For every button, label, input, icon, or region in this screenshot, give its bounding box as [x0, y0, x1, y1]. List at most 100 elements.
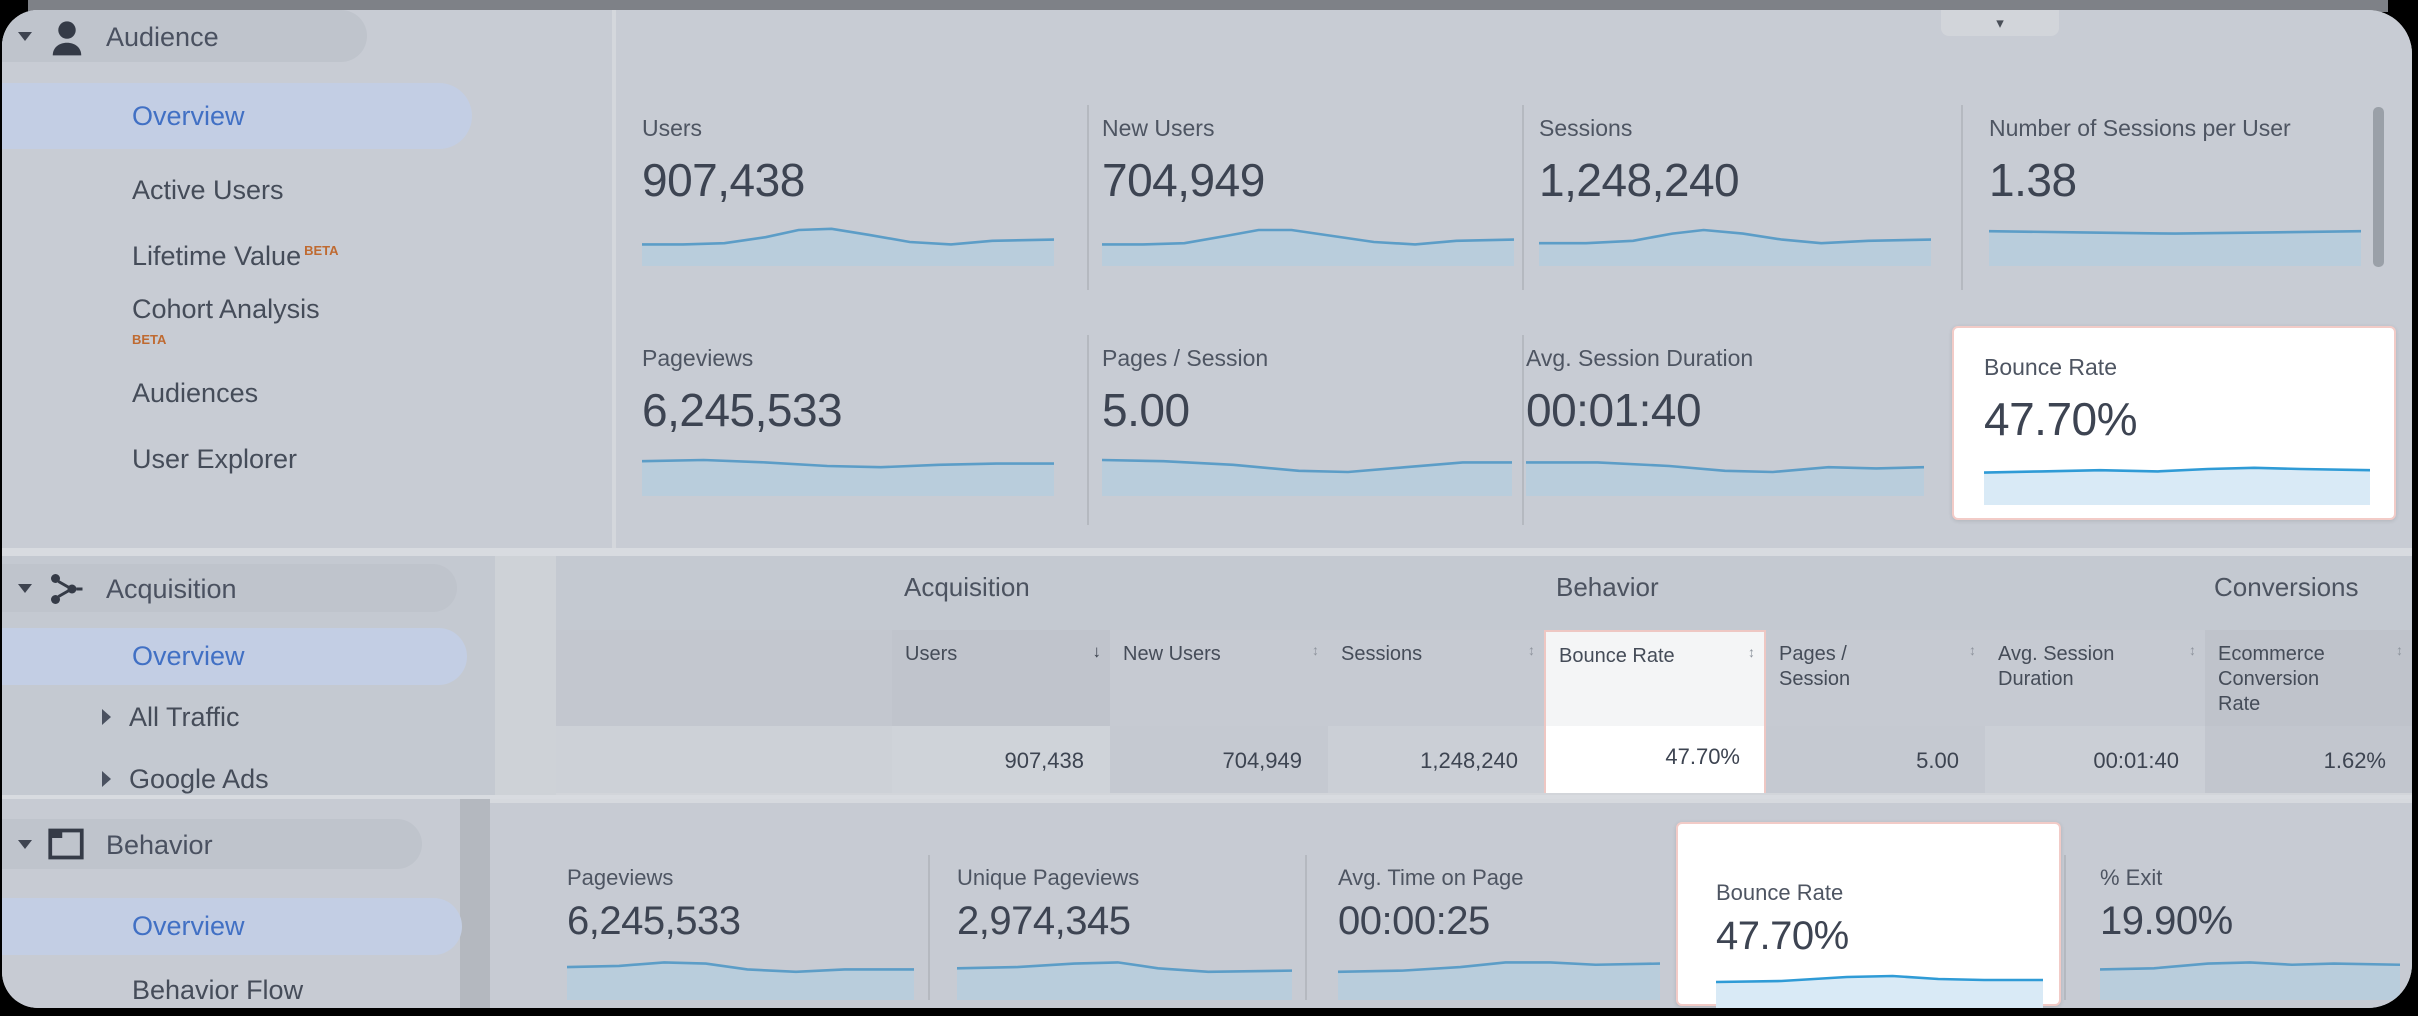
metric-card-bounce-rate-highlighted[interactable]: Bounce Rate 47.70%	[1676, 822, 2061, 1008]
table-left-margin	[495, 556, 556, 795]
metric-label: Avg. Time on Page	[1338, 865, 1524, 890]
column-header-avg-session-duration[interactable]: Avg. Session Duration ↕	[1985, 630, 2205, 726]
metric-card-avg-time-on-page[interactable]: Avg. Time on Page 00:00:25	[1338, 865, 1660, 1000]
person-icon	[52, 21, 82, 56]
date-range-dropdown[interactable]: ▾	[1941, 10, 2059, 36]
sidebar-section-label: Audience	[106, 22, 219, 52]
background-window-edge	[28, 0, 2388, 12]
sort-icon: ↕	[1312, 642, 1319, 658]
metric-label: % Exit	[2100, 865, 2163, 890]
vertical-scrollbar[interactable]	[2373, 107, 2384, 267]
metric-card-bounce-rate-highlighted[interactable]: Bounce Rate 47.70%	[1952, 326, 2396, 520]
metric-value: 704,949	[1102, 154, 1265, 206]
sort-icon: ↓	[1092, 642, 1102, 661]
column-header-ecommerce-conversion-rate[interactable]: Ecommerce Conversion Rate ↕	[2205, 630, 2412, 726]
sidebar-item-all-traffic[interactable]: All Traffic	[102, 702, 240, 733]
expand-caret-icon	[102, 771, 111, 787]
column-header-sessions[interactable]: Sessions ↕	[1328, 630, 1544, 726]
sidebar-item-audiences[interactable]: Audiences	[132, 378, 258, 409]
behavior-overview-band: Behavior Overview Behavior Flow Pageview…	[2, 799, 2412, 1008]
sparkline	[642, 448, 1054, 496]
metric-card-pageviews[interactable]: Pageviews 6,245,533	[567, 865, 914, 1000]
sidebar-item-label: Overview	[132, 641, 245, 671]
metric-label: Bounce Rate	[1716, 880, 1844, 905]
card-divider	[1961, 105, 1963, 290]
sort-icon: ↕	[2396, 642, 2403, 658]
metric-card-sessions-per-user[interactable]: Number of Sessions per User 1.38	[1989, 115, 2361, 266]
column-header-new-users[interactable]: New Users ↕	[1110, 630, 1328, 726]
sidebar-item-label: User Explorer	[132, 444, 298, 474]
card-divider	[1522, 105, 1524, 290]
card-divider	[1087, 335, 1089, 525]
metric-label: Unique Pageviews	[957, 865, 1140, 890]
sidebar-item-acquisition-overview[interactable]: Overview	[2, 628, 467, 685]
metric-label: Number of Sessions per User	[1989, 115, 2291, 141]
sidebar-item-behavior-flow[interactable]: Behavior Flow	[132, 975, 303, 1006]
behavior-icon	[48, 828, 84, 860]
sidebar-item-label: Behavior Flow	[132, 975, 304, 1005]
sidebar-item-label: Overview	[132, 100, 245, 131]
metric-label: Pages / Session	[1102, 345, 1269, 371]
metric-value: 907,438	[642, 154, 805, 206]
card-divider	[1522, 335, 1524, 525]
bounce-rate-column-highlighted[interactable]: Bounce Rate ↕ 47.70%	[1544, 630, 1766, 799]
metric-card-sessions[interactable]: Sessions 1,248,240	[1539, 115, 1931, 266]
metric-label: Bounce Rate	[1984, 354, 2117, 380]
sidebar-item-label: Lifetime Value	[132, 241, 302, 271]
sidebar-section-behavior[interactable]: Behavior	[2, 819, 422, 869]
collapse-caret-icon	[18, 32, 32, 41]
column-header-bounce-rate[interactable]: Bounce Rate ↕	[1546, 632, 1764, 726]
metric-card-pages-per-session[interactable]: Pages / Session 5.00	[1102, 345, 1512, 496]
sidebar-item-label: Cohort Analysis	[132, 294, 320, 324]
acquisition-icon	[51, 574, 83, 604]
card-divider	[1087, 105, 1089, 290]
sort-icon: ↕	[1969, 642, 1976, 658]
sidebar-item-google-ads[interactable]: Google Ads	[102, 764, 269, 795]
sidebar-item-label: Active Users	[132, 175, 284, 205]
sidebar-item-audience-overview[interactable]: Overview	[2, 83, 472, 149]
panel-gutter	[460, 799, 490, 1008]
sidebar-section-audience[interactable]: Audience	[2, 10, 367, 62]
panel-divider	[612, 10, 616, 548]
column-header-pages-session[interactable]: Pages / Session ↕	[1766, 630, 1985, 726]
card-divider	[1305, 855, 1307, 1000]
sparkline	[1526, 448, 1924, 496]
metric-value: 00:01:40	[1526, 384, 1702, 436]
collapse-caret-icon	[18, 840, 32, 849]
metric-value: 6,245,533	[642, 384, 843, 436]
metric-card-pageviews[interactable]: Pageviews 6,245,533	[642, 345, 1054, 496]
metric-value: 6,245,533	[567, 899, 741, 943]
sidebar-item-behavior-overview[interactable]: Overview	[2, 898, 462, 955]
sidebar-item-lifetime-value[interactable]: Lifetime Value BETA	[132, 241, 339, 272]
sidebar-item-user-explorer[interactable]: User Explorer	[132, 444, 297, 475]
metric-card-avg-session-duration[interactable]: Avg. Session Duration 00:01:40	[1526, 345, 1924, 496]
table-cell-sessions: 1,248,240	[1328, 726, 1544, 793]
panel-top-edge	[490, 799, 2412, 803]
card-divider	[2064, 855, 2066, 1000]
band-seam	[2, 795, 2412, 799]
sidebar-item-cohort-analysis[interactable]: Cohort Analysis	[132, 294, 320, 325]
sidebar-item-active-users[interactable]: Active Users	[132, 175, 284, 206]
sidebar-section-label: Behavior	[106, 830, 213, 860]
metric-card-percent-exit[interactable]: % Exit 19.90%	[2100, 865, 2400, 1000]
sparkline	[1102, 448, 1512, 496]
metric-card-users[interactable]: Users 907,438	[642, 115, 1054, 266]
sidebar-item-label: All Traffic	[129, 702, 240, 732]
sparkline	[1539, 218, 1931, 266]
sparkline	[957, 953, 1292, 1000]
column-header-users[interactable]: Users ↓	[892, 630, 1110, 726]
table-group-behavior: Behavior	[1556, 572, 1659, 602]
metric-card-new-users[interactable]: New Users 704,949	[1102, 115, 1514, 266]
sort-icon: ↕	[2189, 642, 2196, 658]
collapse-caret-icon	[18, 584, 32, 593]
card-divider	[928, 855, 930, 1000]
metric-label: New Users	[1102, 115, 1215, 141]
sparkline	[1716, 968, 2043, 1008]
expand-caret-icon	[102, 709, 111, 725]
sidebar-section-acquisition[interactable]: Acquisition	[2, 564, 457, 612]
metric-value: 00:00:25	[1338, 899, 1490, 943]
metric-card-unique-pageviews[interactable]: Unique Pageviews 2,974,345	[957, 865, 1292, 1000]
metric-label: Pageviews	[642, 345, 754, 371]
table-cell-avg-session-duration: 00:01:40	[1985, 726, 2205, 793]
sparkline	[567, 953, 914, 1000]
